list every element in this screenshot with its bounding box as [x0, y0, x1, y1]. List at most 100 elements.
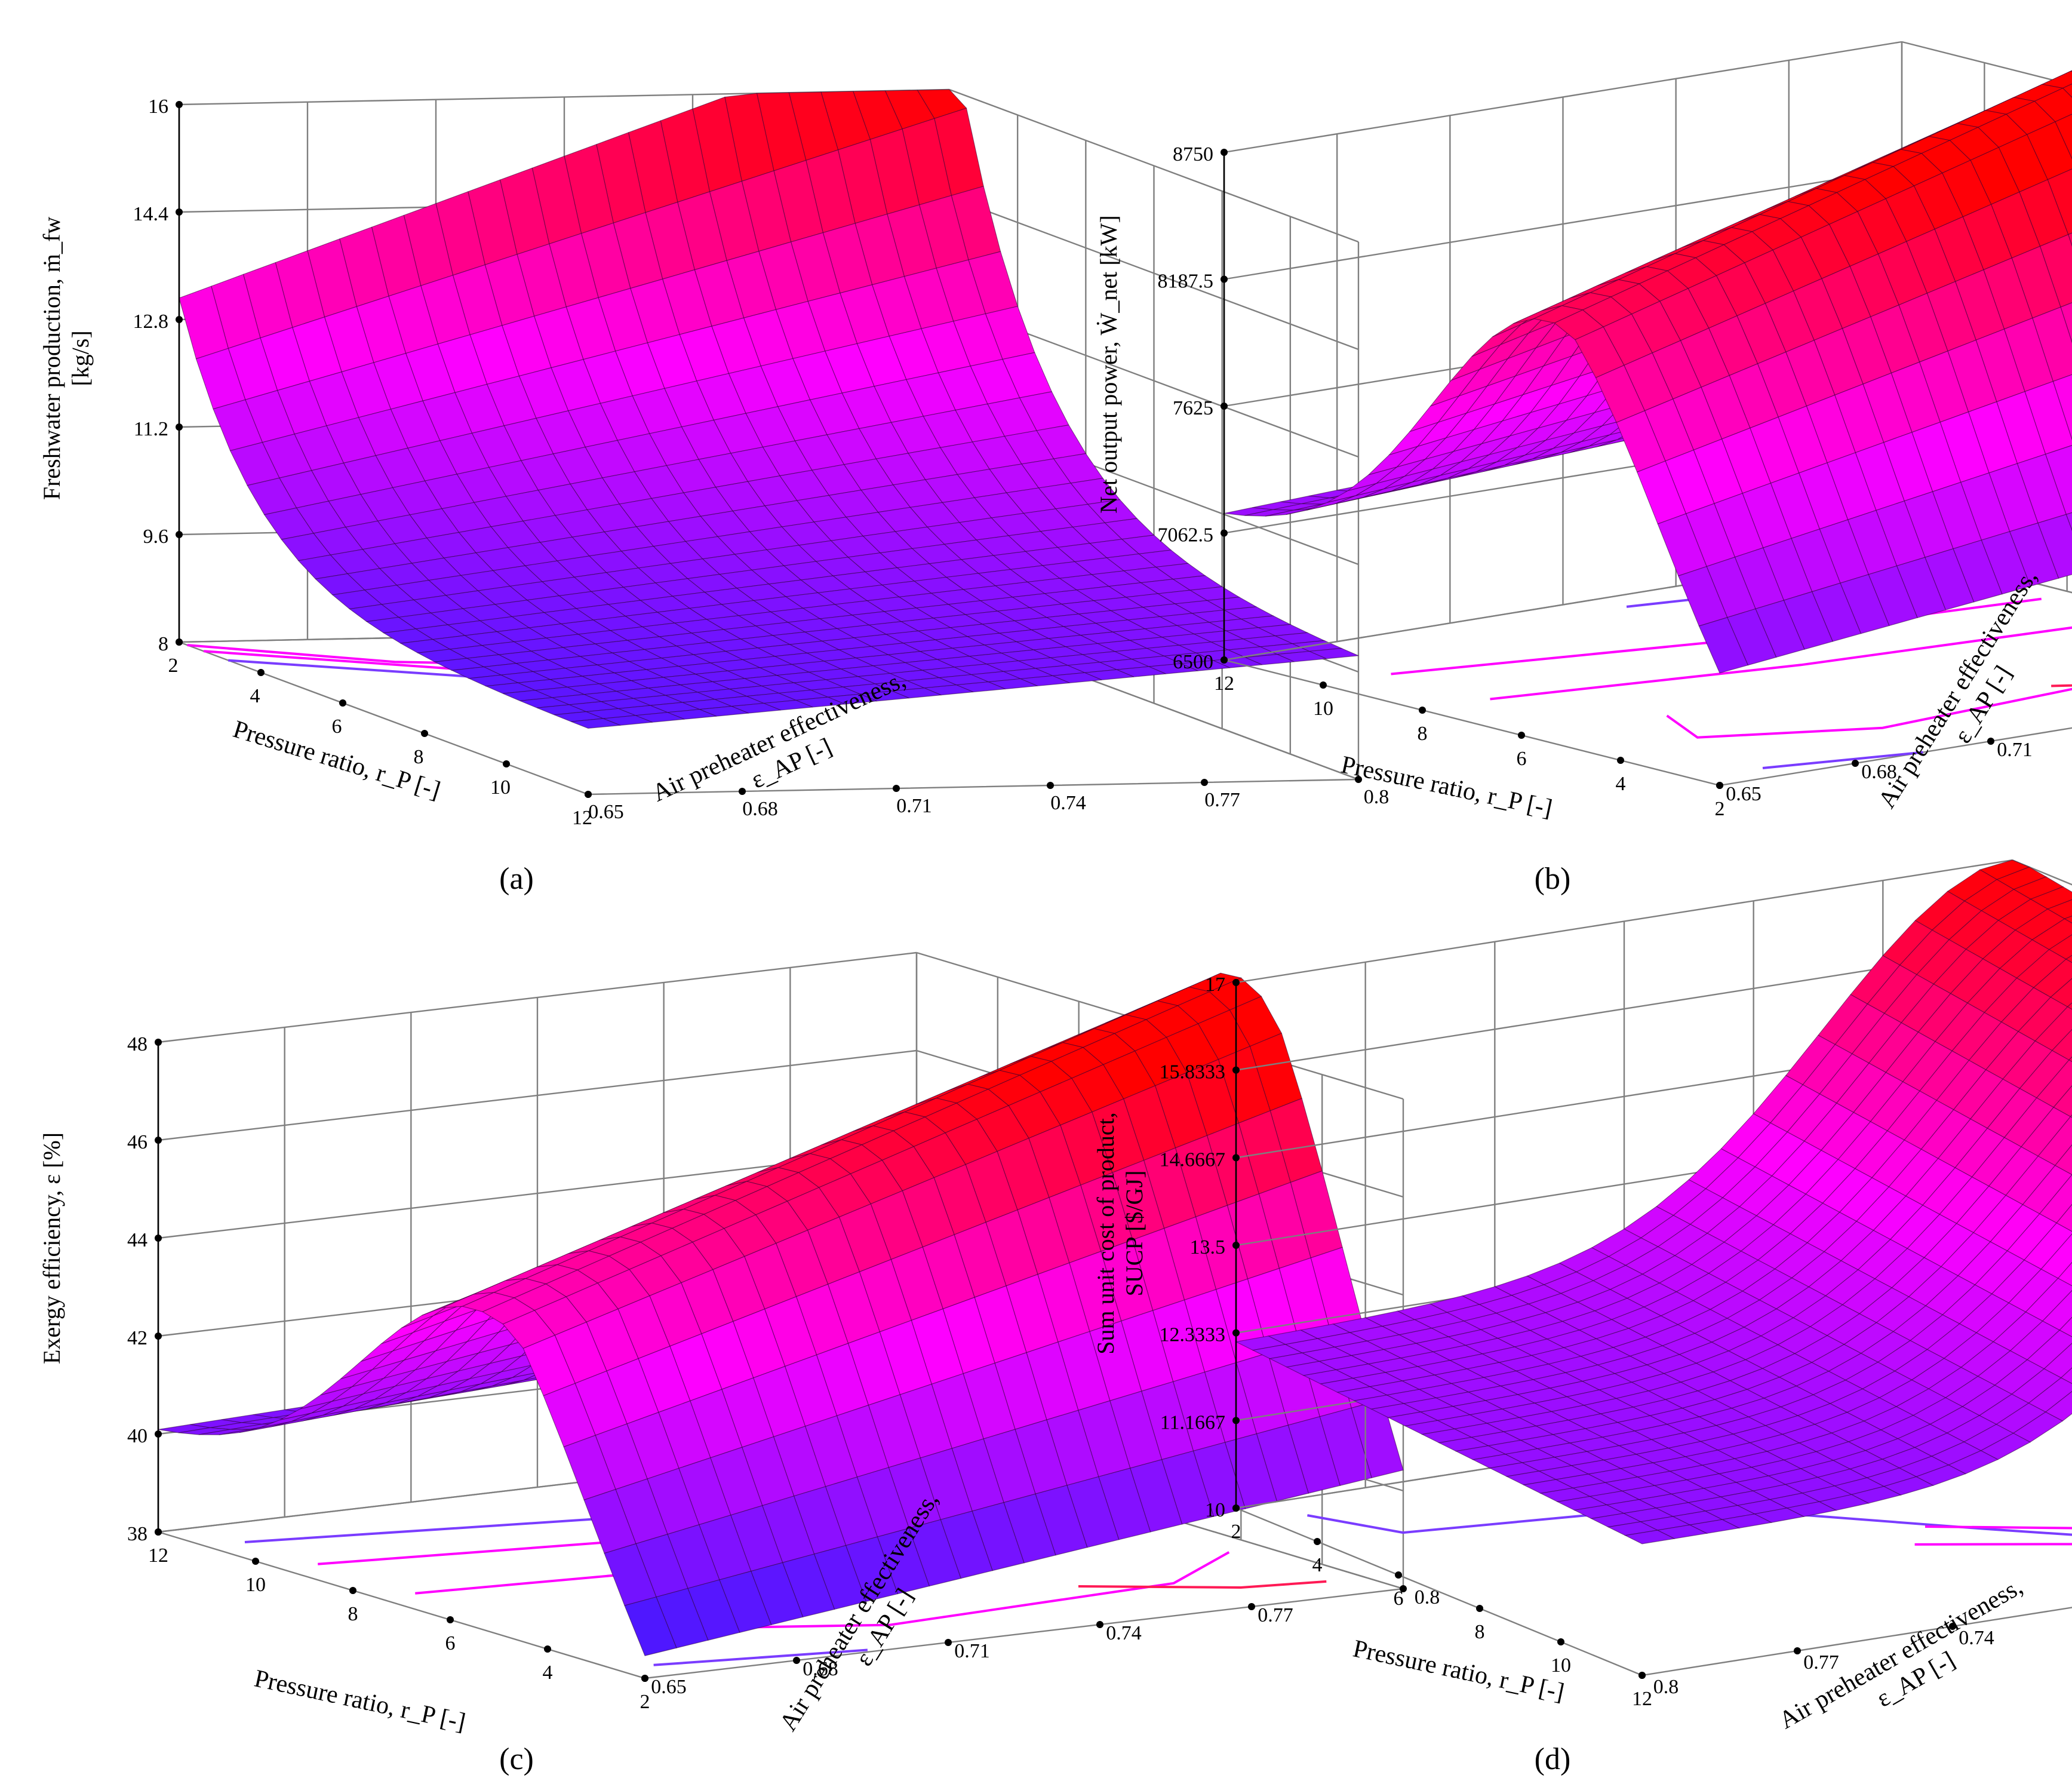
x-tick-dot: [1320, 681, 1327, 689]
z-tick-label: 14.4: [133, 203, 169, 225]
x-tick-dot: [544, 1645, 551, 1653]
z-tick-label: 9.6: [143, 526, 169, 548]
z-tick-dot: [1232, 1154, 1240, 1162]
y-tick-dot: [1794, 1647, 1801, 1654]
z-tick-label: 38: [127, 1523, 147, 1545]
panel-label-c: (c): [499, 1742, 534, 1776]
x-tick-label: 10: [490, 776, 511, 799]
grid-line: [158, 1049, 917, 1141]
contour-line: [1490, 626, 2072, 701]
x-tick-label: 4: [543, 1662, 553, 1684]
surface-patch: [571, 718, 621, 729]
x-tick-label: 12: [572, 807, 592, 829]
y-tick-dot: [1355, 776, 1362, 783]
z-tick-dot: [1232, 1417, 1240, 1424]
grid-line: [1901, 41, 2072, 86]
y-tick-label: 0.8: [1415, 1586, 1440, 1608]
x-tick-dot: [1314, 1538, 1321, 1545]
z-axis-title: Exergy efficiency, ε [%]: [38, 1132, 65, 1364]
z-tick-dot: [1232, 1242, 1240, 1249]
surface-patch: [2060, 1367, 2072, 1384]
y-tick-label: 0.8: [1653, 1676, 1679, 1698]
y-tick-dot: [1096, 1621, 1103, 1628]
z-tick-dot: [1221, 149, 1228, 156]
contour-line: [1914, 1543, 2072, 1546]
surface-patch: [2064, 916, 2072, 924]
x-tick-dot: [155, 1528, 162, 1536]
z-tick-dot: [176, 208, 183, 216]
x-tick-label: 10: [1313, 698, 1333, 720]
panel-label-d: (d): [1535, 1742, 1571, 1776]
x-tick-label: 6: [445, 1632, 456, 1654]
z-tick-label: 6500: [1173, 651, 1213, 673]
z-axis-title: Sum unit cost of product,SUCP [$/GJ]: [1092, 1112, 1148, 1355]
x-tick-dot: [1395, 1571, 1402, 1579]
x-tick-label: 8: [1475, 1621, 1485, 1643]
surface-patch: [2060, 302, 2072, 343]
surface-patch: [2065, 954, 2072, 963]
y-tick-label: 0.8: [1364, 786, 1389, 808]
y-tick-dot: [641, 1675, 648, 1682]
surface-patch: [2067, 1002, 2072, 1010]
y-tick-dot: [1047, 782, 1054, 789]
x-tick-dot: [257, 669, 265, 676]
grid-line: [949, 196, 1359, 351]
y-tick-label: 0.77: [1204, 789, 1240, 811]
x-tick-dot: [252, 1558, 259, 1565]
x-tick-dot: [1232, 1504, 1240, 1512]
x-tick-label: 10: [245, 1574, 266, 1596]
z-axis-title-line: Net output power, Ẇ_net [kW]: [1095, 215, 1122, 513]
grid-line: [1223, 168, 1902, 280]
x-tick-dot: [176, 638, 183, 646]
y-tick-label: 0.65: [651, 1676, 687, 1698]
z-tick-dot: [1221, 275, 1228, 283]
surface-patch: [2062, 83, 2072, 98]
z-tick-dot: [155, 1137, 162, 1144]
x-tick-label: 8: [348, 1603, 358, 1625]
x-tick-label: 2: [1231, 1521, 1241, 1543]
x-tick-dot: [1617, 757, 1624, 764]
x-tick-label: 8: [414, 746, 424, 768]
y-tick-dot: [585, 791, 592, 798]
z-tick-label: 17: [1205, 974, 1225, 996]
x-tick-label: 12: [1214, 673, 1234, 695]
panel-label-a: (a): [499, 862, 534, 896]
z-axis-title: Net output power, Ẇ_net [kW]: [1095, 215, 1122, 513]
z-tick-label: 46: [127, 1131, 147, 1153]
y-tick-dot: [1248, 1603, 1255, 1610]
x-tick-label: 2: [1715, 798, 1725, 820]
z-tick-label: 15.8333: [1160, 1061, 1226, 1083]
x-tick-label: 4: [1312, 1554, 1323, 1576]
y-tick-label: 0.68: [742, 798, 778, 820]
z-tick-dot: [155, 1039, 162, 1046]
z-axis-title-line: Sum unit cost of product,: [1092, 1112, 1119, 1355]
y-tick-label: 0.77: [1803, 1651, 1839, 1674]
z-tick-label: 14.6667: [1160, 1149, 1226, 1171]
x-tick-label: 6: [332, 716, 342, 738]
z-tick-dot: [1221, 529, 1228, 537]
floor-outline: [1223, 548, 2072, 787]
x-tick-label: 4: [250, 685, 260, 707]
y-tick-label: 0.65: [1726, 783, 1761, 805]
surface-patch: [624, 1596, 677, 1656]
surface-patch: [1624, 1530, 1676, 1545]
z-tick-label: 44: [127, 1229, 147, 1251]
x-tick-label: 4: [1616, 773, 1626, 795]
z-tick-label: 7625: [1173, 397, 1213, 419]
z-axis-title-line: SUCP [$/GJ]: [1121, 1171, 1148, 1297]
y-tick-label: 0.74: [1106, 1622, 1142, 1644]
x-tick-dot: [421, 730, 428, 737]
grid-line: [158, 951, 917, 1043]
grid-line: [1223, 41, 1902, 153]
y-tick-label: 0.74: [1050, 792, 1086, 814]
z-axis-title-line: Exergy efficiency, ε [%]: [38, 1132, 65, 1364]
y-tick-dot: [1400, 1585, 1407, 1592]
x-tick-dot: [339, 699, 346, 707]
z-tick-label: 10: [1205, 1499, 1225, 1521]
x-tick-label: 2: [640, 1691, 650, 1713]
y-tick-dot: [1201, 779, 1208, 786]
x-tick-label: 12: [148, 1545, 168, 1567]
z-tick-label: 12.8: [133, 311, 169, 333]
